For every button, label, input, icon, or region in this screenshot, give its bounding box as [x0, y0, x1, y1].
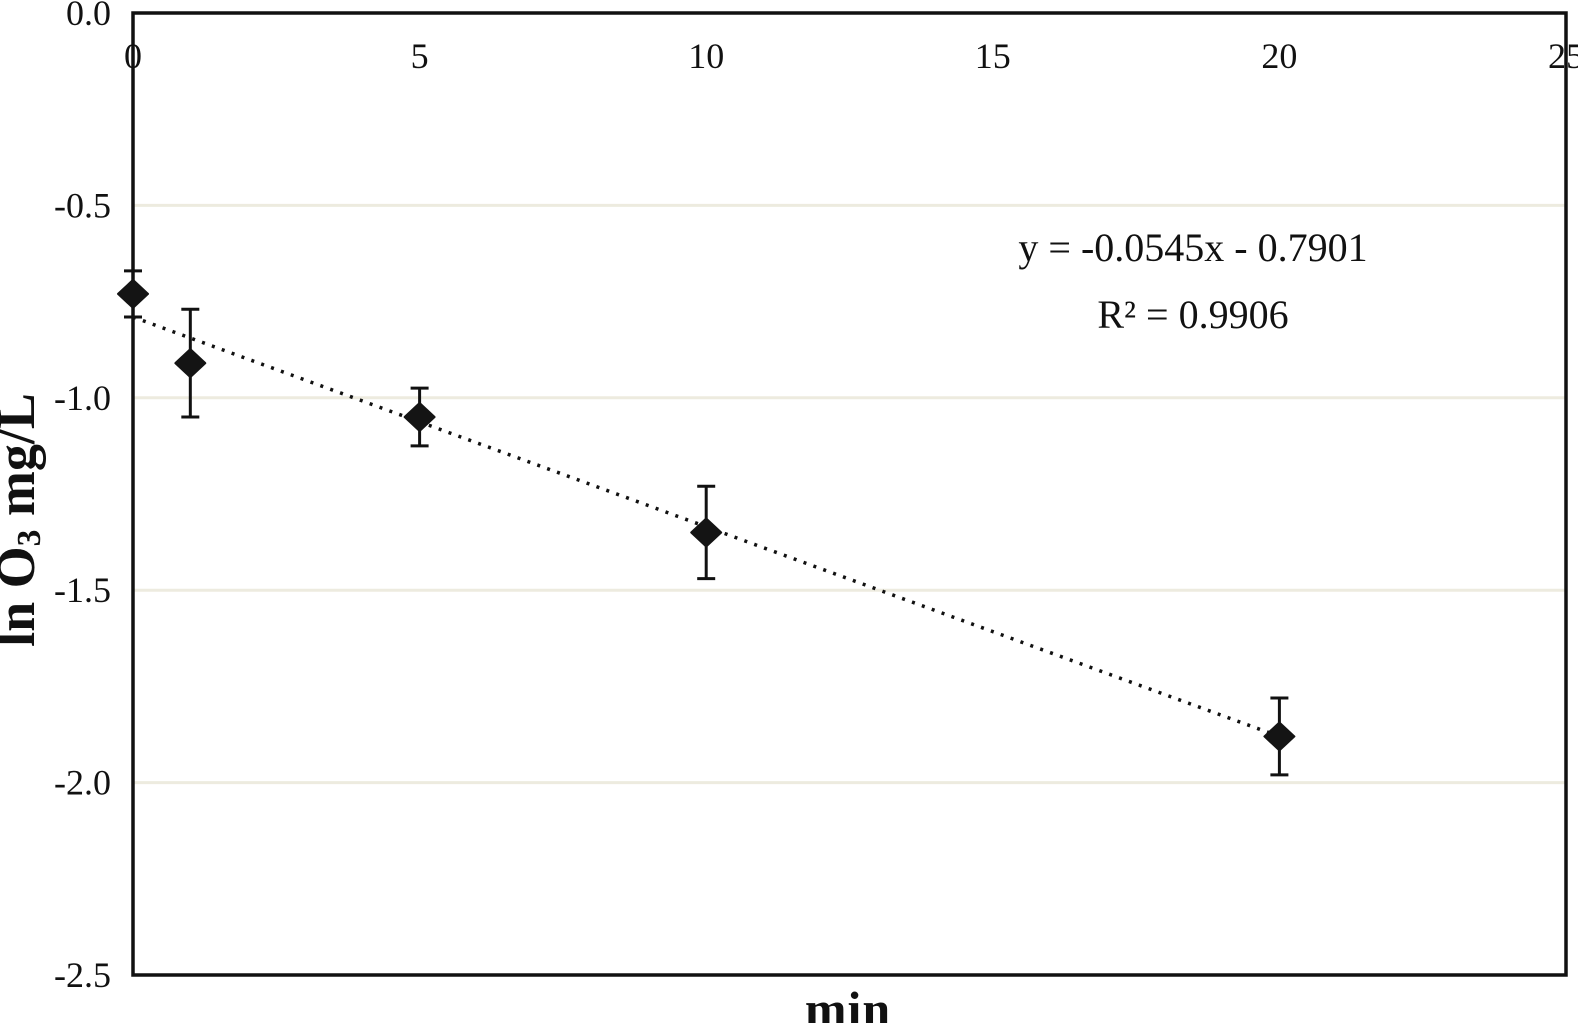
plot-border: [131, 11, 1568, 977]
y-axis-title-post: mg/L: [0, 393, 46, 517]
data-point-marker: [117, 278, 149, 309]
y-tick-label: -1.5: [54, 570, 111, 610]
x-axis-title: min: [804, 981, 892, 1023]
data-point-marker: [1263, 721, 1296, 752]
x-tick-label: 25: [1548, 36, 1578, 76]
x-tick-label: 20: [1261, 36, 1297, 76]
y-tick-label: -2.0: [54, 763, 111, 803]
y-axis-title-subscript: 3: [11, 529, 49, 547]
trendline-equation: y = -0.0545x - 0.7901 R² = 0.9906: [943, 214, 1443, 348]
data-point-marker: [690, 517, 723, 548]
x-tick-label: 5: [411, 36, 429, 76]
x-tick-label: 15: [975, 36, 1011, 76]
y-tick-label: -0.5: [54, 185, 111, 225]
r-squared-line: R² = 0.9906: [1097, 292, 1289, 337]
y-axis-title-pre: ln O: [0, 546, 46, 647]
data-point-marker: [403, 402, 436, 433]
y-tick-label: 0.0: [66, 0, 111, 33]
y-tick-label: -1.0: [54, 378, 111, 418]
y-axis-title: ln O3 mg/L: [0, 393, 49, 647]
equation-line: y = -0.0545x - 0.7901: [1018, 225, 1368, 270]
x-tick-label: 0: [124, 36, 142, 76]
x-tick-label: 10: [688, 36, 724, 76]
y-tick-label: -2.5: [54, 955, 111, 995]
data-point-marker: [174, 348, 207, 379]
